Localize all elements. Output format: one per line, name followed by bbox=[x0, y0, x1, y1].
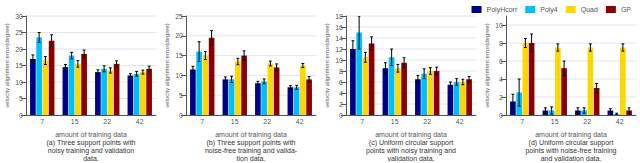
svg-text:7: 7 bbox=[520, 118, 524, 125]
svg-text:velocity alignment error(degre: velocity alignment error(degree) bbox=[4, 23, 10, 108]
svg-text:2: 2 bbox=[499, 94, 503, 101]
svg-text:points with noise-free trainin: points with noise-free training bbox=[525, 147, 616, 155]
svg-text:data.: data. bbox=[83, 155, 99, 162]
svg-text:amount of training data: amount of training data bbox=[215, 131, 287, 139]
svg-text:15: 15 bbox=[231, 118, 239, 125]
svg-text:15: 15 bbox=[391, 118, 399, 125]
svg-text:2: 2 bbox=[339, 101, 343, 108]
svg-text:amount of training data: amount of training data bbox=[375, 131, 447, 139]
svg-text:0: 0 bbox=[339, 112, 343, 119]
svg-text:amount of training data: amount of training data bbox=[535, 131, 607, 139]
svg-text:20: 20 bbox=[15, 46, 23, 53]
svg-text:22: 22 bbox=[263, 118, 271, 125]
svg-text:22: 22 bbox=[423, 118, 431, 125]
svg-text:Poly4: Poly4 bbox=[540, 6, 558, 14]
svg-text:noisy training and validation: noisy training and validation bbox=[48, 147, 134, 155]
svg-text:0: 0 bbox=[499, 112, 503, 119]
svg-text:velocity alignment error(degre: velocity alignment error(degree) bbox=[484, 23, 490, 108]
svg-text:15: 15 bbox=[175, 52, 183, 59]
svg-text:42: 42 bbox=[456, 118, 464, 125]
svg-text:15: 15 bbox=[71, 118, 79, 125]
svg-text:(c) Uniform circular support: (c) Uniform circular support bbox=[369, 139, 453, 147]
svg-text:7: 7 bbox=[360, 118, 364, 125]
svg-text:(d) Uniform circular support: (d) Uniform circular support bbox=[529, 139, 614, 147]
svg-text:30: 30 bbox=[15, 13, 23, 20]
svg-text:42: 42 bbox=[296, 118, 304, 125]
svg-text:15: 15 bbox=[15, 62, 23, 69]
svg-text:4: 4 bbox=[499, 76, 503, 83]
svg-text:22: 22 bbox=[103, 118, 111, 125]
svg-text:10: 10 bbox=[495, 22, 503, 29]
svg-text:18: 18 bbox=[335, 13, 343, 20]
svg-text:25: 25 bbox=[15, 29, 23, 36]
svg-text:16: 16 bbox=[335, 24, 343, 31]
svg-text:5: 5 bbox=[179, 92, 183, 99]
svg-text:4: 4 bbox=[339, 90, 343, 97]
svg-text:42: 42 bbox=[136, 118, 144, 125]
svg-text:GP: GP bbox=[621, 6, 631, 13]
svg-text:points with noisy training and: points with noisy training and bbox=[366, 147, 456, 155]
svg-text:7: 7 bbox=[200, 118, 204, 125]
svg-text:10: 10 bbox=[175, 72, 183, 79]
svg-text:noise-free training and valida: noise-free training and valida- bbox=[205, 147, 298, 155]
svg-text:(b) Three support points with: (b) Three support points with bbox=[207, 139, 296, 147]
svg-text:15: 15 bbox=[551, 118, 559, 125]
svg-text:7: 7 bbox=[40, 118, 44, 125]
svg-text:22: 22 bbox=[583, 118, 591, 125]
svg-text:20: 20 bbox=[175, 32, 183, 39]
svg-text:PolyHcorr: PolyHcorr bbox=[487, 6, 518, 14]
svg-text:25: 25 bbox=[175, 13, 183, 20]
svg-text:10: 10 bbox=[15, 79, 23, 86]
svg-text:12: 12 bbox=[335, 46, 343, 53]
svg-text:14: 14 bbox=[335, 35, 343, 42]
svg-text:validation data.: validation data. bbox=[387, 155, 434, 162]
svg-text:0: 0 bbox=[19, 112, 23, 119]
svg-text:Quad: Quad bbox=[581, 6, 598, 14]
svg-text:amount of training data: amount of training data bbox=[55, 131, 127, 139]
svg-text:6: 6 bbox=[339, 79, 343, 86]
svg-text:and validation data.: and validation data. bbox=[541, 155, 602, 162]
svg-text:0: 0 bbox=[179, 112, 183, 119]
svg-text:tion data.: tion data. bbox=[237, 155, 266, 162]
svg-text:10: 10 bbox=[335, 57, 343, 64]
svg-text:5: 5 bbox=[19, 95, 23, 102]
svg-text:6: 6 bbox=[499, 58, 503, 65]
svg-text:8: 8 bbox=[499, 40, 503, 47]
svg-text:42: 42 bbox=[616, 118, 624, 125]
svg-text:8: 8 bbox=[339, 68, 343, 75]
svg-text:(a) Three support points with: (a) Three support points with bbox=[47, 139, 136, 147]
svg-text:velocity alignment error(degre: velocity alignment error(degree) bbox=[164, 23, 170, 108]
svg-text:velocity alignment error(degre: velocity alignment error(degree) bbox=[324, 23, 330, 108]
